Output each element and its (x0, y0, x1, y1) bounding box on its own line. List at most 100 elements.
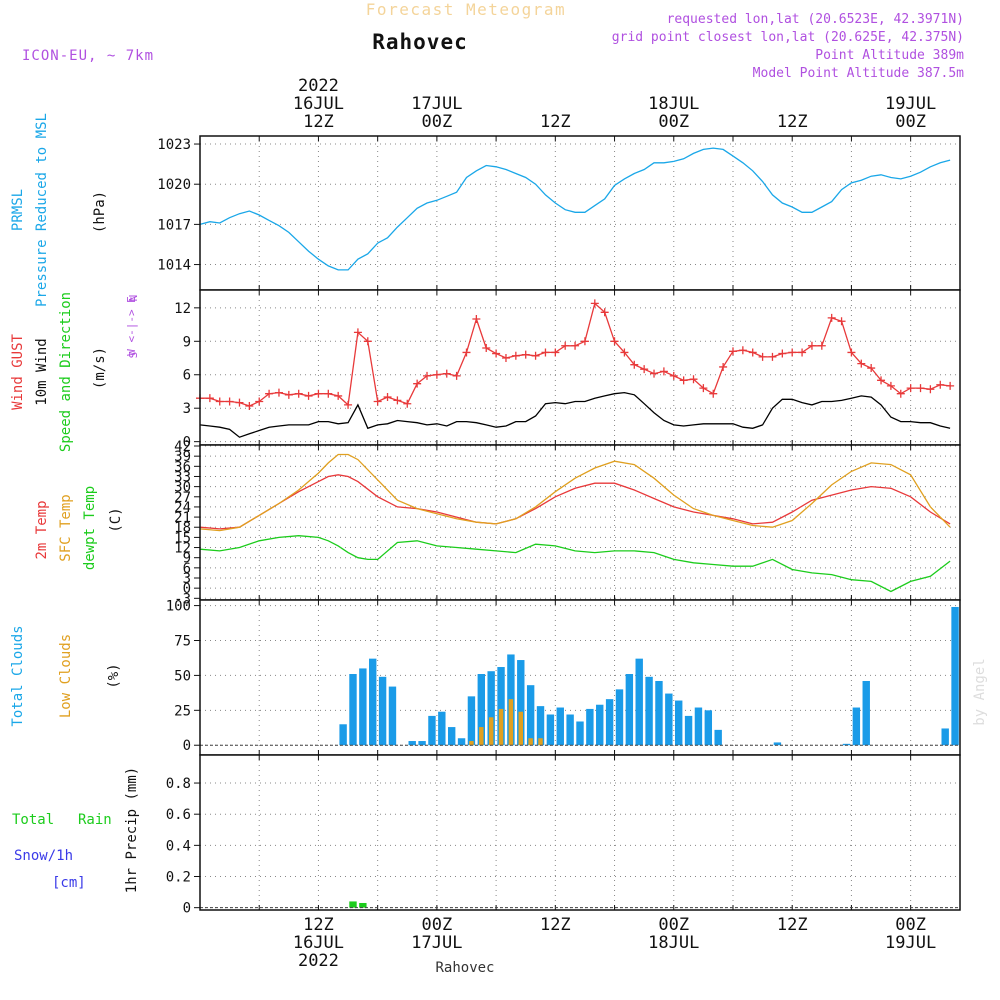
gust-marker (334, 391, 343, 400)
total-clouds-bar (467, 696, 476, 746)
gust-marker (373, 397, 382, 406)
temp-ytick-label: 9 (183, 551, 191, 567)
gust-marker (452, 371, 461, 380)
gust-marker (511, 351, 520, 360)
total-clouds-bar (536, 706, 545, 746)
gust-marker (719, 362, 728, 371)
gust-marker (501, 354, 510, 363)
total-clouds-bar (694, 707, 703, 746)
total-clouds-bar (388, 686, 397, 746)
total-clouds-bar (951, 606, 959, 746)
gust-marker (215, 397, 224, 406)
gust-marker (620, 348, 629, 357)
total-clouds-bar (349, 674, 357, 746)
precip-frame (199, 754, 961, 911)
gust-marker (284, 390, 293, 399)
temp-ytick-label: 36 (174, 459, 191, 475)
chart-panels: 1014101710201023036912-30369121518212427… (157, 135, 961, 917)
wind-ytick-label: 0 (183, 435, 191, 451)
total-clouds-bar (576, 721, 584, 746)
gust-marker (630, 360, 639, 369)
clouds-panel: 0 25 50 75 100 (166, 599, 961, 756)
gust-marker (946, 381, 955, 390)
gust-marker (363, 337, 372, 346)
total-clouds-bar (477, 674, 485, 746)
gust-marker (462, 348, 471, 357)
pressure-ytick-label: 1017 (157, 217, 191, 233)
low-clouds-bar (528, 738, 533, 746)
gust-marker (314, 389, 323, 398)
clouds-ytick-label: 75 (174, 633, 191, 649)
precip-panel-labels: Total Rain Snow/1h [cm] 1hr Precip (mm) (12, 767, 140, 893)
total-clouds-bar (428, 715, 436, 746)
compass-south: S (127, 352, 140, 359)
gust-marker (225, 397, 234, 406)
low-clouds-label: Low Clouds (58, 634, 74, 718)
total-clouds-bar (457, 738, 466, 746)
temp-unit: (C) (108, 507, 124, 532)
total-clouds-bar (635, 658, 643, 746)
temp-ytick-label: 12 (174, 541, 191, 557)
total-clouds-bar (645, 676, 653, 746)
prmsl-label: PRMSL (10, 189, 26, 231)
total-clouds-bar (714, 729, 722, 746)
temp-panel-labels: 2m Temp SFC Temp dewpt Temp (C) (34, 486, 124, 570)
low-clouds-bar (469, 741, 474, 746)
total-clouds-bar (665, 693, 673, 746)
gust-marker (817, 341, 826, 350)
total-clouds-bar (517, 660, 525, 746)
top-time-label: 00Z (422, 112, 453, 132)
total-clouds-bar (842, 743, 851, 746)
gust-marker (551, 348, 560, 357)
top-time-label: 12Z (303, 112, 334, 132)
wind-panel-labels: Wind GUST 10m Wind Speed and Direction (… (10, 292, 140, 452)
location-title: Rahovec (372, 30, 468, 54)
gust-marker (255, 397, 264, 406)
temp-ytick-label: 30 (174, 480, 191, 496)
total-clouds-bar (684, 715, 693, 746)
gust-marker (561, 341, 570, 350)
gust-marker (689, 375, 698, 384)
clouds-ytick-label: 25 (174, 703, 191, 719)
pressure-unit: (hPa) (92, 191, 108, 233)
temp-2m-label: 2m Temp (34, 500, 50, 559)
precip-unit: 1hr Precip (mm) (124, 767, 140, 893)
top-time-label: 16JUL (293, 94, 344, 114)
pressure-msl-label: Pressure Reduced to MSL (34, 113, 50, 307)
gust-marker (531, 351, 540, 360)
total-clouds-bar (566, 714, 574, 746)
total-clouds-bar (447, 727, 456, 746)
gust-marker (492, 349, 501, 358)
bottom-time-label: 18JUL (648, 933, 699, 953)
cloud-panel-labels: Total Clouds Low Clouds (%) (10, 625, 122, 726)
gust-marker (788, 348, 797, 357)
footer-location: Rahovec (435, 960, 494, 976)
precip-ytick-label: 0 (183, 901, 191, 917)
sfc-temp-line (199, 453, 951, 532)
total-clouds-bar (339, 724, 347, 746)
temp-ytick-label: 39 (174, 449, 191, 465)
top-time-label: 12Z (540, 112, 571, 132)
total-clouds-bar (438, 711, 446, 746)
wind-panel: 0 3 6 9 12 (174, 289, 961, 451)
bottom-time-label: 00Z (658, 915, 689, 935)
gust-marker (640, 365, 649, 374)
gust-marker (304, 391, 313, 400)
gust-marker (571, 341, 580, 350)
rain-bar (359, 902, 367, 908)
bottom-time-label: 19JUL (885, 933, 936, 953)
wind-speed-dir-label: Speed and Direction (58, 292, 74, 452)
gust-marker (245, 401, 254, 410)
gust-marker (235, 398, 244, 407)
bottom-time-label: 16JUL (293, 933, 344, 953)
gust-marker (798, 348, 807, 357)
precip-ytick-label: 0.4 (166, 838, 191, 854)
bottom-time-label: 17JUL (411, 933, 462, 953)
gust-marker (541, 348, 550, 357)
bottom-time-label: 12Z (777, 915, 808, 935)
low-clouds-bar (498, 708, 504, 746)
total-clouds-bar (418, 741, 426, 746)
clouds-unit: (%) (106, 663, 122, 688)
